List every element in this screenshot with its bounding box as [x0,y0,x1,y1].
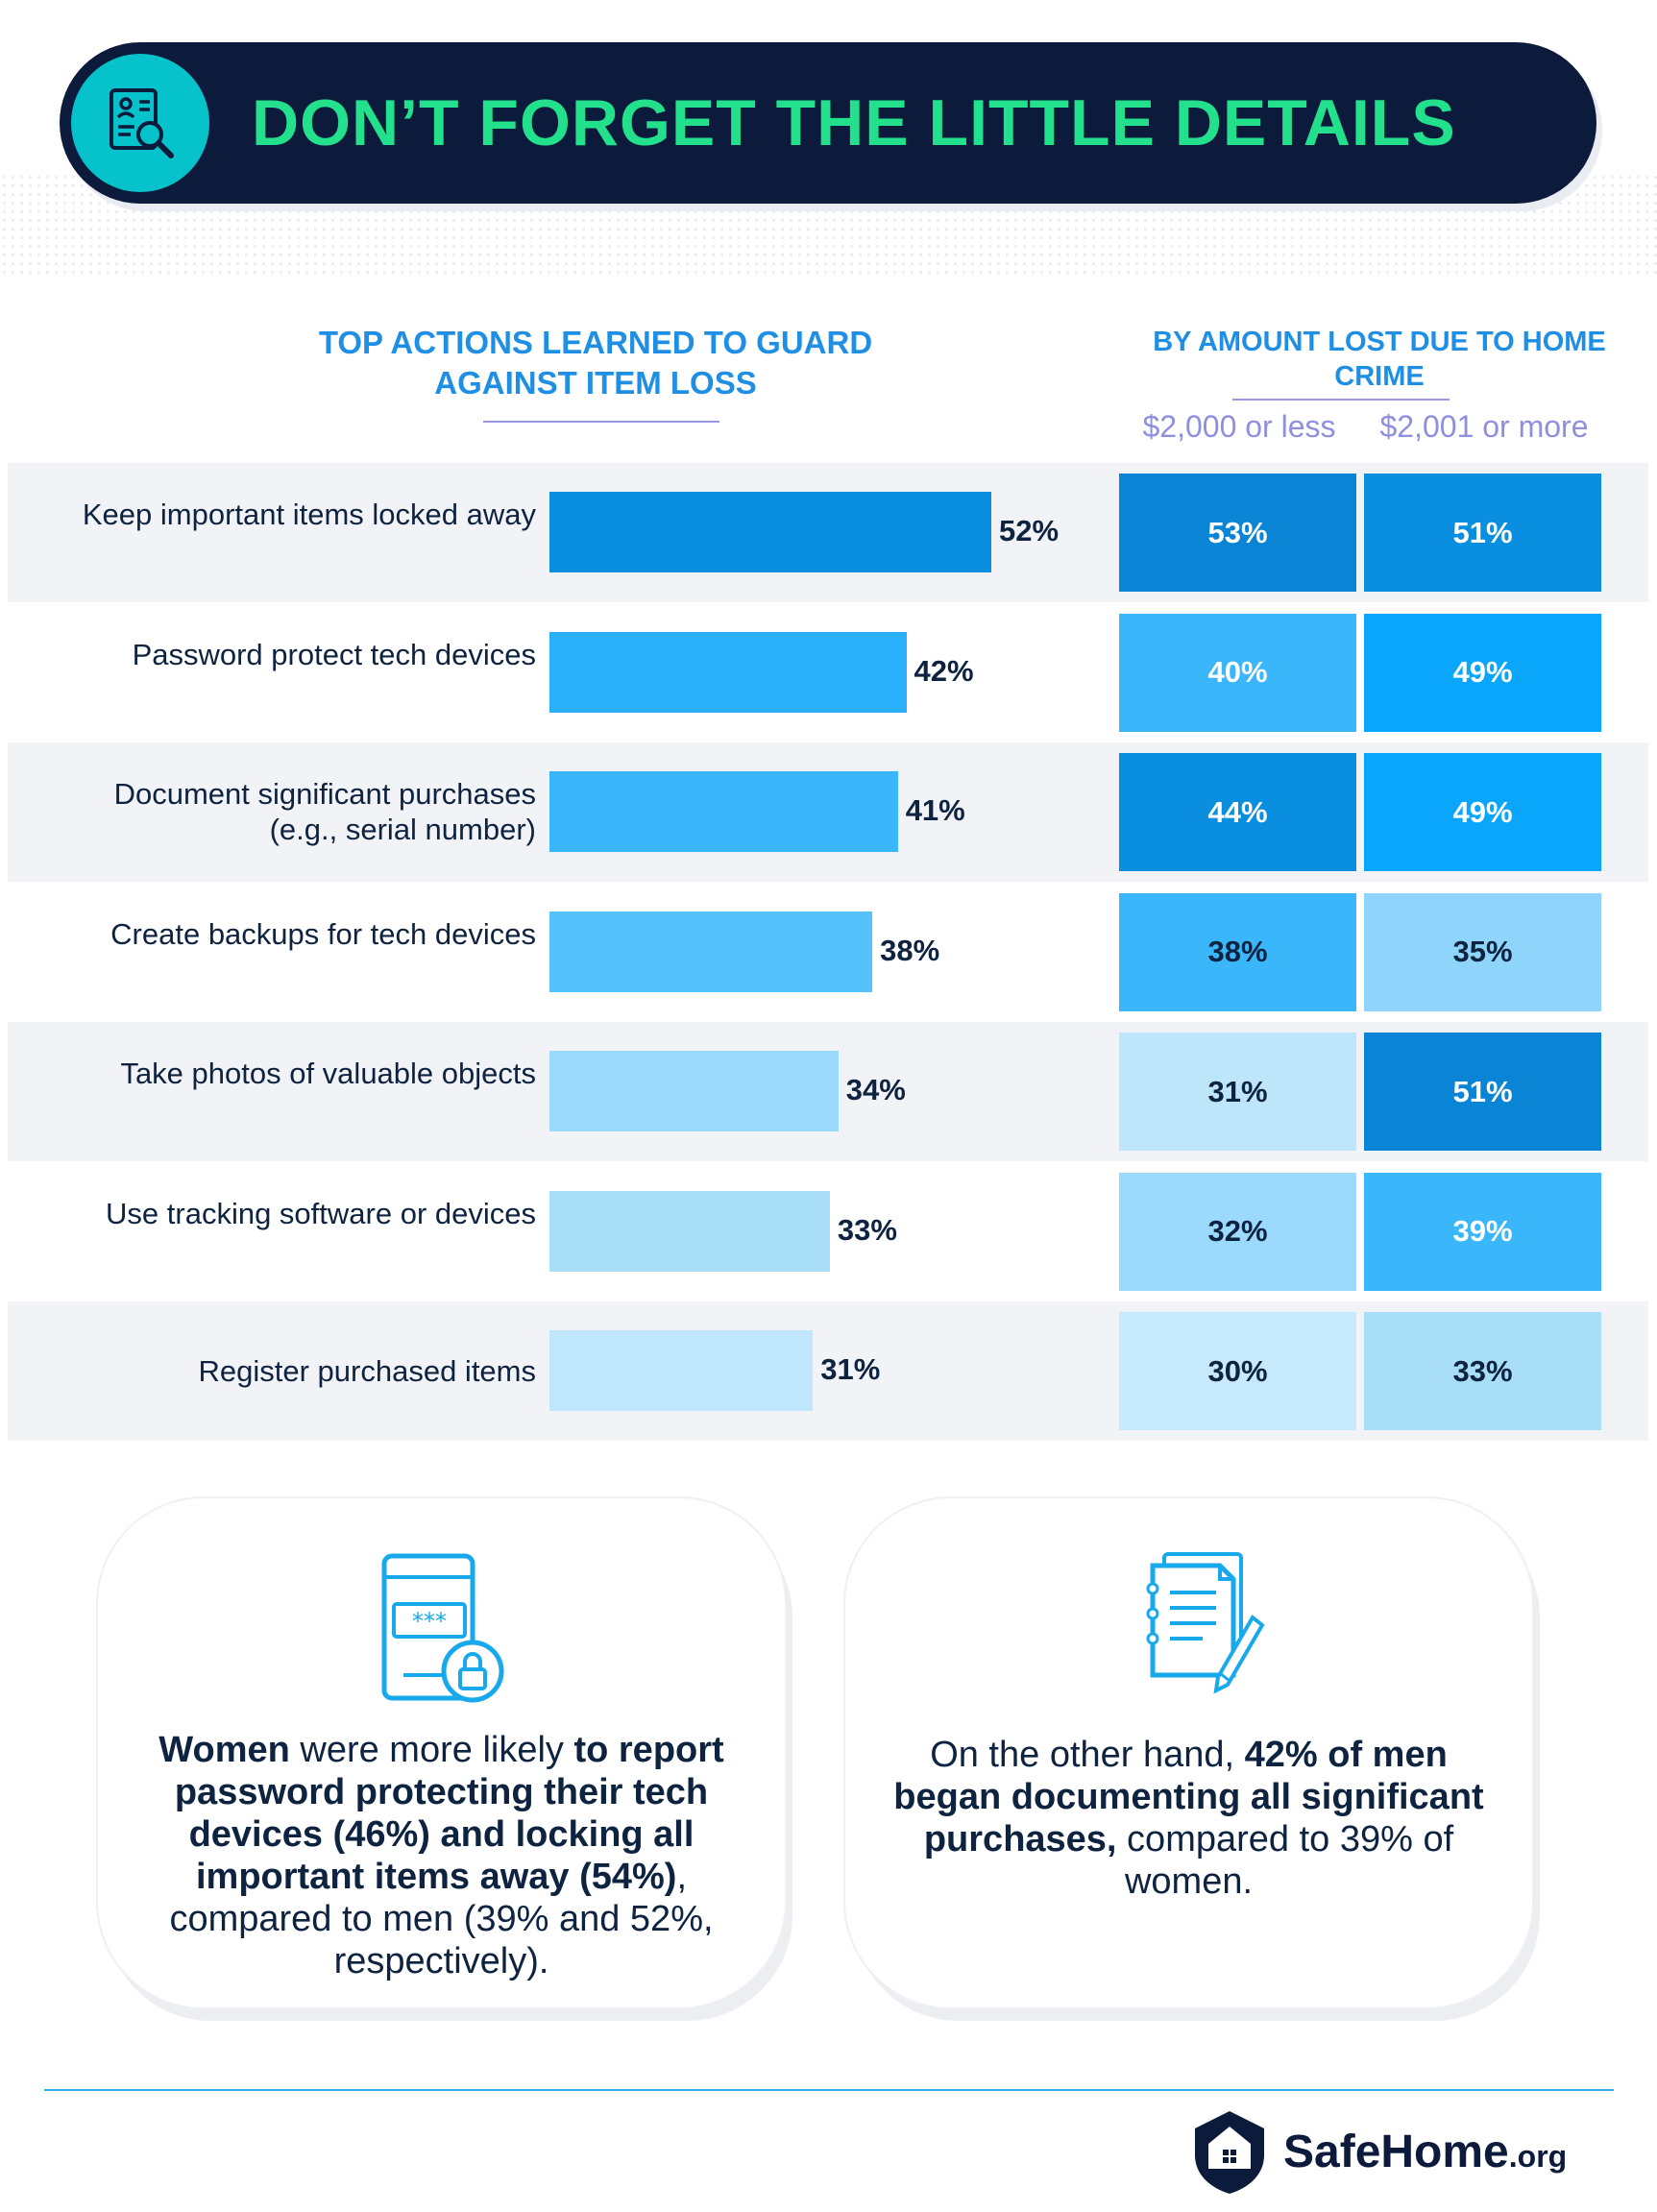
header-icon-circle [71,54,209,192]
bar [549,911,873,992]
cell-high-loss: 35% [1364,892,1601,1011]
bar-value-label: 52% [999,514,1060,547]
chart-title-underline [483,421,719,423]
category-label: Create backups for tech devices [110,916,536,951]
bar-value-label: 38% [880,933,940,967]
cell-low-loss: 32% [1119,1172,1356,1291]
bar-value-label: 34% [845,1073,906,1106]
cell-high-loss: 51% [1364,474,1601,592]
house-shield-icon [1195,2111,1264,2194]
cell-high-loss: 33% [1364,1312,1601,1430]
insight-card-men: On the other hand, 42% of men began docu… [845,1498,1532,2007]
cell-low-loss: 30% [1119,1312,1356,1430]
logo-text: SafeHome.org [1283,2126,1568,2177]
bar [549,492,991,572]
bar-value-label: 41% [905,793,965,827]
bar-value-label: 33% [837,1212,897,1247]
cell-low-loss: 38% [1119,892,1356,1011]
cell-high-loss: 49% [1364,613,1601,732]
cell-low-loss: 31% [1119,1033,1356,1151]
category-label: Password protect tech devices [132,637,536,671]
insight-text-men: On the other hand, 42% of men began docu… [893,1735,1484,1902]
bar [549,1330,814,1411]
category-label: Take photos of valuable objects [120,1057,536,1090]
column-header-high: $2,001 or more [1379,409,1589,444]
document-search-icon [110,88,174,158]
category-label: Register purchased items [198,1353,537,1388]
insight-text-women: Women were more likely to report passwor… [158,1730,724,1981]
column-header-low: $2,000 or less [1142,409,1336,444]
chart-title: TOP ACTIONS LEARNED TO GUARD AGAINST ITE… [318,325,873,401]
header-banner: DON’T FORGET THE LITTLE DETAILS [60,42,1596,204]
bar [549,1190,830,1272]
phone-lock-icon: *** [381,1553,504,1703]
bar [549,631,907,713]
bar-value-label: 42% [914,653,974,688]
bar [549,1051,839,1131]
safehome-logo[interactable]: SafeHome.org [1191,2105,1595,2198]
chart-subtitle: BY AMOUNT LOST DUE TO HOME CRIME [1153,327,1606,392]
category-label: Document significant purchases (e.g., se… [113,777,536,846]
bar [549,771,898,852]
category-label: Use tracking software or devices [106,1196,536,1230]
cell-low-loss: 53% [1119,474,1356,592]
cell-low-loss: 44% [1119,753,1356,871]
chart-subtitle-underline [1232,399,1450,401]
cell-high-loss: 49% [1364,753,1601,871]
bar-value-label: 31% [820,1352,881,1386]
cell-high-loss: 39% [1364,1172,1601,1291]
insight-card-women: *** Women were more likely to report pas… [98,1498,785,2007]
category-label: Keep important items locked away [82,498,536,531]
cell-high-loss: 51% [1364,1033,1601,1151]
cell-low-loss: 40% [1119,613,1356,732]
page-title: DON’T FORGET THE LITTLE DETAILS [252,86,1456,159]
svg-text:***: *** [412,1608,447,1635]
documents-pen-icon [1146,1552,1265,1694]
footer-divider [44,2089,1614,2091]
